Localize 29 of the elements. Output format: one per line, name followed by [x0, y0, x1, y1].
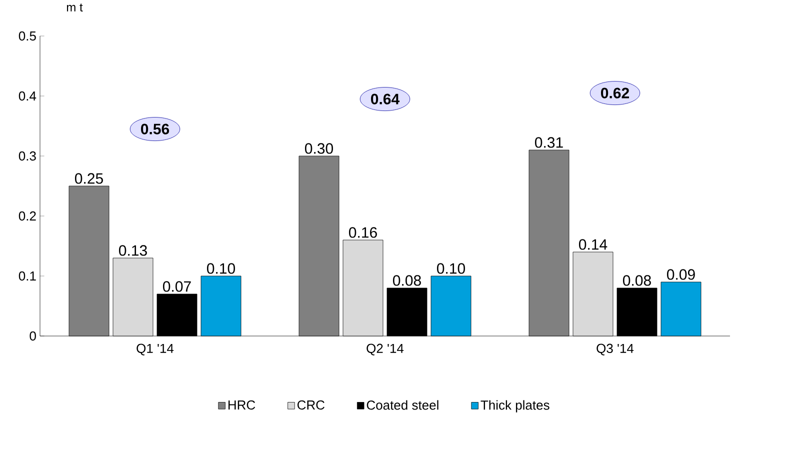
- x-tick-label: Q3 '14: [596, 344, 634, 356]
- data-label: 0.14: [578, 239, 608, 250]
- annotation: 0.64: [371, 94, 400, 104]
- legend-label: Coated steel: [366, 400, 438, 410]
- x-tick-label: Q2 '14: [366, 344, 404, 356]
- data-label: 0.08: [392, 275, 421, 286]
- data-label: 0.31: [534, 137, 563, 148]
- y-tick-label: 0.2: [18, 211, 36, 221]
- data-label: 0.10: [206, 263, 236, 274]
- data-label: 0.30: [304, 143, 334, 154]
- annotation: 0.56: [141, 124, 170, 134]
- data-label: 0.16: [348, 227, 377, 238]
- data-label: 0.25: [74, 173, 103, 184]
- legend-label: Thick plates: [480, 400, 550, 412]
- data-label: 0.10: [436, 263, 466, 274]
- y-axis-title: m t: [66, 4, 83, 12]
- data-label: 0.09: [666, 269, 695, 280]
- annotation: 0.62: [601, 88, 629, 98]
- y-tick-label: 0.5: [18, 31, 36, 41]
- data-label: 0.13: [118, 245, 147, 256]
- legend-label: CRC: [297, 400, 324, 410]
- y-tick-label: 0.3: [18, 151, 36, 161]
- data-label: 0.07: [162, 281, 191, 292]
- y-tick-label: 0.1: [18, 271, 36, 281]
- x-tick-label: Q1 '14: [136, 344, 174, 356]
- legend-label: HRC: [228, 400, 256, 410]
- y-tick-label: 0.4: [18, 91, 36, 101]
- data-label: 0.08: [622, 275, 651, 286]
- y-tick-label: 0: [30, 331, 36, 341]
